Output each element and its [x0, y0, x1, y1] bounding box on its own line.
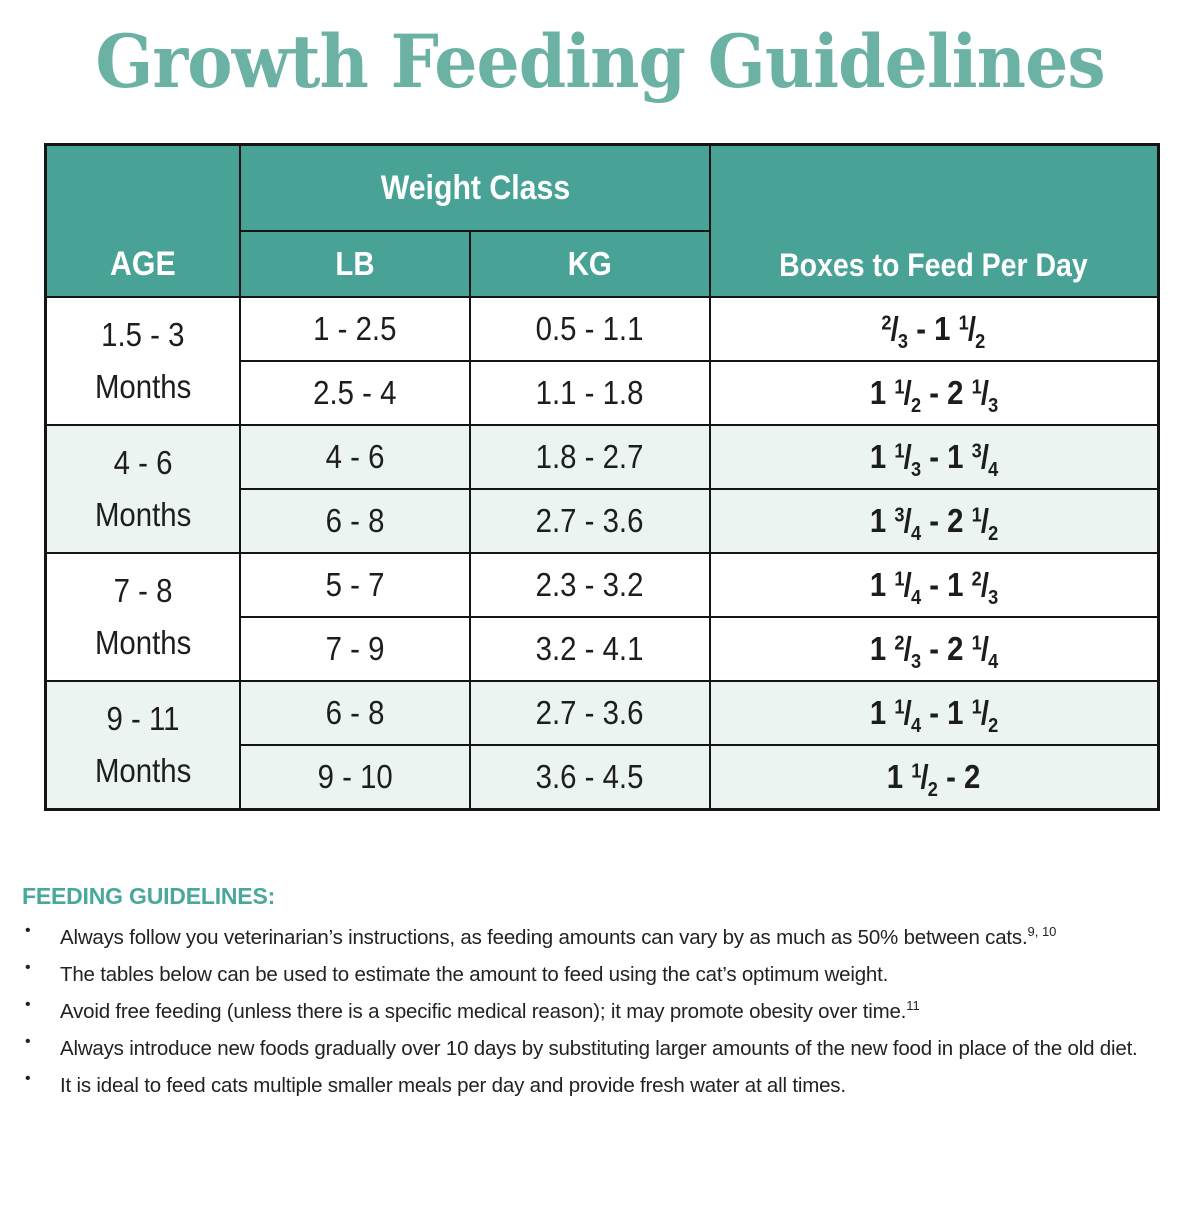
kg-cell: 1.1 - 1.8 [469, 360, 711, 427]
boxes-cell: 1 1/2 - 2 [709, 744, 1159, 811]
kg-cell: 0.5 - 1.1 [469, 296, 711, 363]
table-row: 7 - 9 3.2 - 4.1 1 2/3 - 2 1/4 [45, 616, 1159, 683]
citation-superscript: 11 [906, 998, 920, 1014]
lb-cell: 2.5 - 4 [239, 360, 471, 427]
lb-cell: 5 - 7 [239, 552, 471, 619]
column-header-kg: KG [469, 230, 711, 299]
table-row: 1.5 - 3 Months 1 - 2.5 0.5 - 1.1 2/3 - 1… [44, 296, 1159, 427]
boxes-cell: 2/3 - 1 1/2 [709, 296, 1159, 363]
table-row: 2.5 - 4 1.1 - 1.8 1 1/2 - 2 1/3 [45, 360, 1159, 427]
guideline-item: Avoid free feeding (unless there is a sp… [22, 990, 1180, 1026]
lb-cell: 9 - 10 [239, 744, 471, 811]
guidelines-list: Always follow you veterinarian’s instruc… [22, 916, 1180, 1100]
guideline-item: Always follow you veterinarian’s instruc… [22, 916, 1180, 952]
lb-cell: 1 - 2.5 [239, 296, 471, 363]
citation-superscript: 9, 10 [1027, 924, 1057, 940]
kg-cell: 3.2 - 4.1 [469, 616, 711, 683]
guideline-item: It is ideal to feed cats multiple smalle… [22, 1064, 1180, 1100]
boxes-cell: 1 3/4 - 2 1/2 [709, 488, 1159, 555]
column-header-weight-class: Weight Class [239, 143, 711, 233]
kg-cell: 2.7 - 3.6 [469, 680, 711, 747]
feeding-table-container: AGE Weight Class Boxes to Feed Per Day L… [43, 143, 1160, 812]
age-group-cell: 1.5 - 3 Months [44, 296, 241, 427]
kg-cell: 1.8 - 2.7 [469, 424, 711, 491]
guideline-item: The tables below can be used to estimate… [22, 953, 1180, 989]
lb-cell: 6 - 8 [239, 680, 471, 747]
table-row: 9 - 11 Months 6 - 8 2.7 - 3.6 1 1/4 - 1 … [44, 680, 1159, 811]
lb-cell: 7 - 9 [239, 616, 471, 683]
column-header-lb: LB [239, 230, 471, 299]
column-header-age: AGE [44, 143, 241, 299]
column-header-boxes: Boxes to Feed Per Day [709, 143, 1159, 299]
boxes-cell: 1 2/3 - 2 1/4 [709, 616, 1159, 683]
kg-cell: 3.6 - 4.5 [469, 744, 711, 811]
age-group-cell: 4 - 6 Months [44, 424, 241, 555]
age-group-cell: 9 - 11 Months [44, 680, 241, 811]
lb-cell: 4 - 6 [239, 424, 471, 491]
feeding-guidelines-section: FEEDING GUIDELINES: Always follow you ve… [22, 883, 1180, 1099]
feeding-table: AGE Weight Class Boxes to Feed Per Day L… [43, 143, 1160, 812]
boxes-cell: 1 1/4 - 1 2/3 [709, 552, 1159, 619]
table-row: 9 - 10 3.6 - 4.5 1 1/2 - 2 [45, 744, 1159, 811]
lb-cell: 6 - 8 [239, 488, 471, 555]
age-group-cell: 7 - 8 Months [44, 552, 241, 683]
page-title: Growth Feeding Guidelines [95, 19, 1105, 105]
table-row: 4 - 6 Months 4 - 6 1.8 - 2.7 1 1/3 - 1 3… [44, 424, 1159, 555]
boxes-cell: 1 1/2 - 2 1/3 [709, 360, 1159, 427]
table-row: 6 - 8 2.7 - 3.6 1 3/4 - 2 1/2 [45, 488, 1159, 555]
table-row: 7 - 8 Months 5 - 7 2.3 - 3.2 1 1/4 - 1 2… [44, 552, 1159, 683]
boxes-cell: 1 1/3 - 1 3/4 [709, 424, 1159, 491]
guideline-item: Always introduce new foods gradually ove… [22, 1027, 1180, 1063]
guidelines-heading: FEEDING GUIDELINES: [22, 883, 276, 910]
kg-cell: 2.7 - 3.6 [469, 488, 711, 555]
boxes-cell: 1 1/4 - 1 1/2 [709, 680, 1159, 747]
kg-cell: 2.3 - 3.2 [469, 552, 711, 619]
